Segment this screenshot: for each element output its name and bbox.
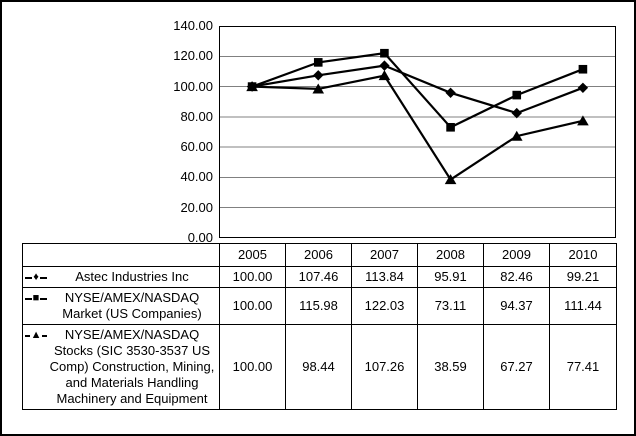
plot-area [219,26,616,238]
diamond-marker [577,82,589,93]
value-cell: 107.26 [351,324,418,410]
legend-line [25,297,32,300]
diamond-marker-icon: ♦ [33,271,39,283]
y-axis-tick-label: 140.00 [173,18,213,33]
series-label-cell: ♦ Astec Industries Inc [22,266,220,288]
diamond-marker [511,107,522,119]
table-row: ■ NYSE/AMEX/NASDAQ Market (US Companies)… [22,287,617,325]
square-marker [578,64,588,74]
value-cell: 115.98 [285,287,352,325]
diamond-marker [379,60,390,71]
legend-line [39,276,47,279]
legend-line [40,297,47,300]
series-label-cell: ▲ NYSE/AMEX/NASDAQ Stocks (SIC 3530-3537… [22,324,220,410]
value-cell: 82.46 [483,266,550,288]
value-cell: 113.84 [351,266,418,288]
legend-key-market: ■ [25,293,47,304]
value-cell: 99.21 [549,266,617,288]
value-cell: 67.27 [483,324,550,410]
table-row: ♦ Astec Industries Inc 100.00 107.46 113… [22,266,617,288]
value-cell: 100.00 [219,287,286,325]
series-label: NYSE/AMEX/NASDAQ Market (US Companies) [62,290,202,321]
value-cell: 95.91 [417,266,484,288]
year-header-cell: 2005 [219,243,286,267]
series-label: Astec Industries Inc [75,269,189,284]
legend-line [42,334,48,337]
chart-area: 0.00 20.00 40.00 60.00 80.00 100.00 120.00 140.… [22,12,616,245]
year-header-cell: 2009 [483,243,550,267]
value-cell: 100.00 [219,266,286,288]
table-row: ▲ NYSE/AMEX/NASDAQ Stocks (SIC 3530-3537… [22,324,617,410]
year-header-cell: 2008 [417,243,484,267]
y-axis-tick-label: 20.00 [180,199,213,215]
series-label-cell: ■ NYSE/AMEX/NASDAQ Market (US Companies) [22,287,220,325]
y-axis-tick-label: 0.00 [187,230,213,245]
series-line-triangle [252,74,584,182]
y-axis-tick-label: 80.00 [180,108,213,124]
value-cell: 98.44 [285,324,352,410]
diamond-marker [313,70,324,81]
year-header-cell: 2007 [351,243,418,267]
square-marker [380,48,389,58]
year-header-cell: 2010 [549,243,617,267]
legend-key-astec: ♦ [25,272,47,283]
value-cell: 94.37 [483,287,550,325]
triangle-marker [577,115,589,126]
series-line-diamond [251,64,584,115]
value-cell: 107.46 [285,266,352,288]
square-marker [446,122,455,132]
y-axis: 0.00 20.00 40.00 60.00 80.00 100.00 120.00 140.… [22,12,213,245]
y-axis-tick-label: 100.00 [173,78,213,94]
legend-key-sic-stocks: ▲ [25,329,48,341]
value-cell: 38.59 [417,324,484,410]
value-cell: 122.03 [351,287,418,325]
table-spacer-cell [22,243,220,267]
plot-border [219,26,616,238]
triangle-marker [378,70,391,81]
triangle-marker-icon: ▲ [30,329,42,341]
triangle-marker [510,130,523,141]
diamond-marker [445,87,456,98]
value-cell: 111.44 [549,287,617,325]
triangle-marker [246,81,258,92]
y-axis-tick-label: 60.00 [180,139,213,155]
chart-data-table: 2005 2006 2007 2008 2009 2010 ♦ Astec In… [22,243,617,410]
year-header-cell: 2006 [285,243,352,267]
year-header-row: 2005 2006 2007 2008 2009 2010 [22,243,617,267]
value-cell: 100.00 [219,324,286,410]
legend-line [25,334,30,337]
square-marker [313,58,323,67]
triangle-marker [312,83,325,94]
square-marker-icon: ■ [32,292,40,304]
y-axis-tick-label: 40.00 [180,169,213,185]
series-label: NYSE/AMEX/NASDAQ Stocks (SIC 3530-3537 U… [49,327,215,406]
y-axis-tick-label: 120.00 [173,48,213,64]
value-cell: 73.11 [417,287,484,325]
triangle-marker [444,174,457,185]
square-marker [512,90,522,100]
value-cell: 77.41 [549,324,617,410]
series-line-square [251,52,584,129]
legend-line [25,276,33,279]
